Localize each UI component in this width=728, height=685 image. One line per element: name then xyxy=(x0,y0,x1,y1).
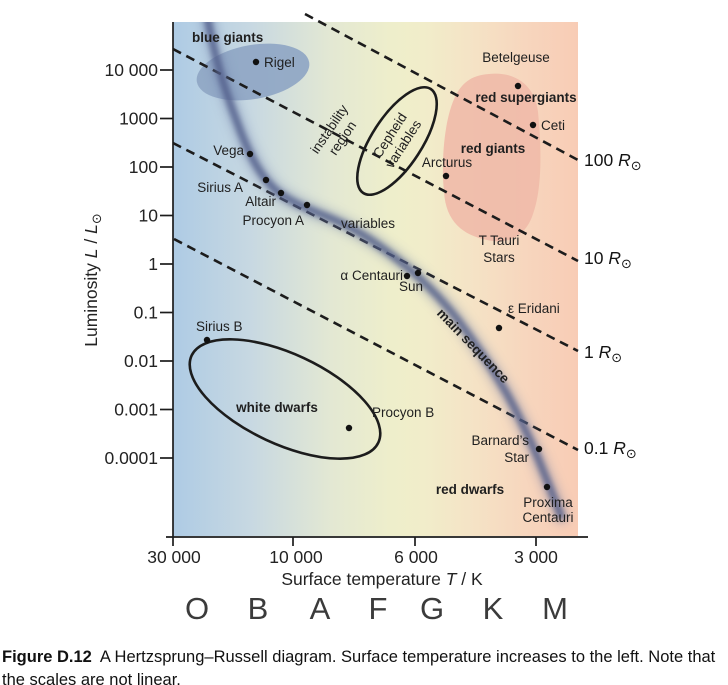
star-label-sirius-b: Sirius B xyxy=(196,319,243,334)
y-tick-10000: 10 000 xyxy=(104,60,158,80)
y-tick-0-001: 0.001 xyxy=(114,400,158,420)
star-labels: Rigel Betelgeuse Ceti Vega Sirius A Alta… xyxy=(196,50,574,525)
hr-diagram-plot: 10 000 1000 100 10 1 0.1 0.01 0.001 0.00… xyxy=(81,12,642,626)
star-label-betelgeuse: Betelgeuse xyxy=(482,50,550,65)
region-label-red-giants: red giants xyxy=(461,141,526,156)
star-label-barnards-line2: Star xyxy=(504,450,529,465)
star-dot-arcturus xyxy=(442,172,450,180)
axes xyxy=(160,22,588,546)
y-tick-100: 100 xyxy=(129,157,158,177)
spectral-class-A: A xyxy=(310,591,331,626)
figure-caption: Figure D.12 A Hertzsprung–Russell diagram… xyxy=(2,646,724,685)
star-dot-sirius-b xyxy=(203,336,211,344)
cepheid-variables-outline xyxy=(355,85,439,197)
y-tick-labels: 10 000 1000 100 10 1 0.1 0.01 0.001 0.00… xyxy=(104,60,158,468)
y-tick-1000: 1000 xyxy=(119,109,158,129)
figure-caption-label: Figure D.12 xyxy=(2,648,92,666)
star-dot-sun xyxy=(414,269,422,277)
spectral-class-G: G xyxy=(420,591,444,626)
star-label-vega: Vega xyxy=(213,143,244,158)
radius-line-100 xyxy=(304,12,579,162)
y-tick-0-1: 0.1 xyxy=(134,303,158,323)
figure-caption-text: A Hertzsprung–Russell diagram. Surface t… xyxy=(2,648,716,685)
star-dot-eps-eridani xyxy=(495,324,503,332)
spectral-class-F: F xyxy=(369,591,388,626)
spectral-class-B: B xyxy=(248,591,269,626)
spectral-class-O: O xyxy=(185,591,209,626)
star-dot-vega xyxy=(246,150,254,158)
x-axis-title: Surface temperature T / K xyxy=(281,569,483,589)
star-dots xyxy=(203,58,551,491)
star-label-arcturus: Arcturus xyxy=(422,155,473,170)
region-label-blue-giants: blue giants xyxy=(192,30,263,45)
star-dot-betelgeuse xyxy=(514,82,522,90)
star-label-sun: Sun xyxy=(399,279,423,294)
region-label-t-tauri-line2: Stars xyxy=(483,250,515,265)
region-label-red-dwarfs: red dwarfs xyxy=(436,482,504,497)
y-tick-10: 10 xyxy=(139,206,159,226)
star-dot-procyon-b xyxy=(345,424,353,432)
x-tick-labels: 30 000 10 000 6 000 3 000 xyxy=(147,547,558,567)
spectral-class-M: M xyxy=(542,591,568,626)
star-label-altair: Altair xyxy=(245,194,276,209)
x-tick-10000: 10 000 xyxy=(269,547,323,567)
spectral-class-row: O B A F G K M xyxy=(185,591,568,626)
star-label-proxima-line2: Centauri xyxy=(522,510,573,525)
star-label-eps-eridani: ε Eridani xyxy=(508,301,560,316)
y-axis-title: Luminosity L / L⊙ xyxy=(81,213,104,346)
radius-label-1: 1 R⊙ xyxy=(584,342,622,365)
star-dot-altair xyxy=(277,189,285,197)
star-dot-proxima-centauri xyxy=(543,483,551,491)
star-dot-sirius-a xyxy=(262,176,270,184)
radius-line-labels: 100 R⊙ 10 R⊙ 1 R⊙ 0.1 R⊙ xyxy=(584,150,642,461)
red-giants-region-shape xyxy=(442,73,541,242)
star-dot-ceti xyxy=(529,121,537,129)
region-label-t-tauri-line1: T Tauri xyxy=(479,233,520,248)
x-tick-6000: 6 000 xyxy=(394,547,438,567)
region-label-variables: variables xyxy=(341,216,395,231)
radius-line-10 xyxy=(172,47,579,263)
radius-label-100: 100 R⊙ xyxy=(584,150,642,173)
spectral-class-K: K xyxy=(483,591,504,626)
y-tick-1: 1 xyxy=(148,254,158,274)
star-label-alpha-centauri: α Centauri xyxy=(340,268,403,283)
star-label-barnards-line1: Barnard’s xyxy=(471,433,529,448)
white-dwarfs-outline xyxy=(188,338,382,460)
radius-label-10: 10 R⊙ xyxy=(584,248,632,271)
main-sequence-band xyxy=(200,22,569,524)
region-label-red-supergiants: red supergiants xyxy=(475,90,576,105)
star-label-ceti: Ceti xyxy=(541,118,565,133)
star-label-proxima-line1: Proxima xyxy=(523,495,573,510)
y-tick-0-0001: 0.0001 xyxy=(104,448,158,468)
x-tick-30000: 30 000 xyxy=(147,547,201,567)
star-dot-rigel xyxy=(252,58,260,66)
x-tick-3000: 3 000 xyxy=(514,547,558,567)
radius-label-0-1: 0.1 R⊙ xyxy=(584,438,637,461)
y-tick-0-01: 0.01 xyxy=(124,351,158,371)
star-dot-alpha-centauri xyxy=(403,272,411,280)
star-label-rigel: Rigel xyxy=(264,55,295,70)
star-label-sirius-a: Sirius A xyxy=(197,180,243,195)
star-dot-barnards-star xyxy=(535,445,543,453)
star-label-procyon-b: Procyon B xyxy=(372,405,434,420)
region-label-white-dwarfs: white dwarfs xyxy=(235,400,318,415)
star-label-procyon-a: Procyon A xyxy=(242,213,304,228)
star-dot-procyon-a xyxy=(303,201,311,209)
